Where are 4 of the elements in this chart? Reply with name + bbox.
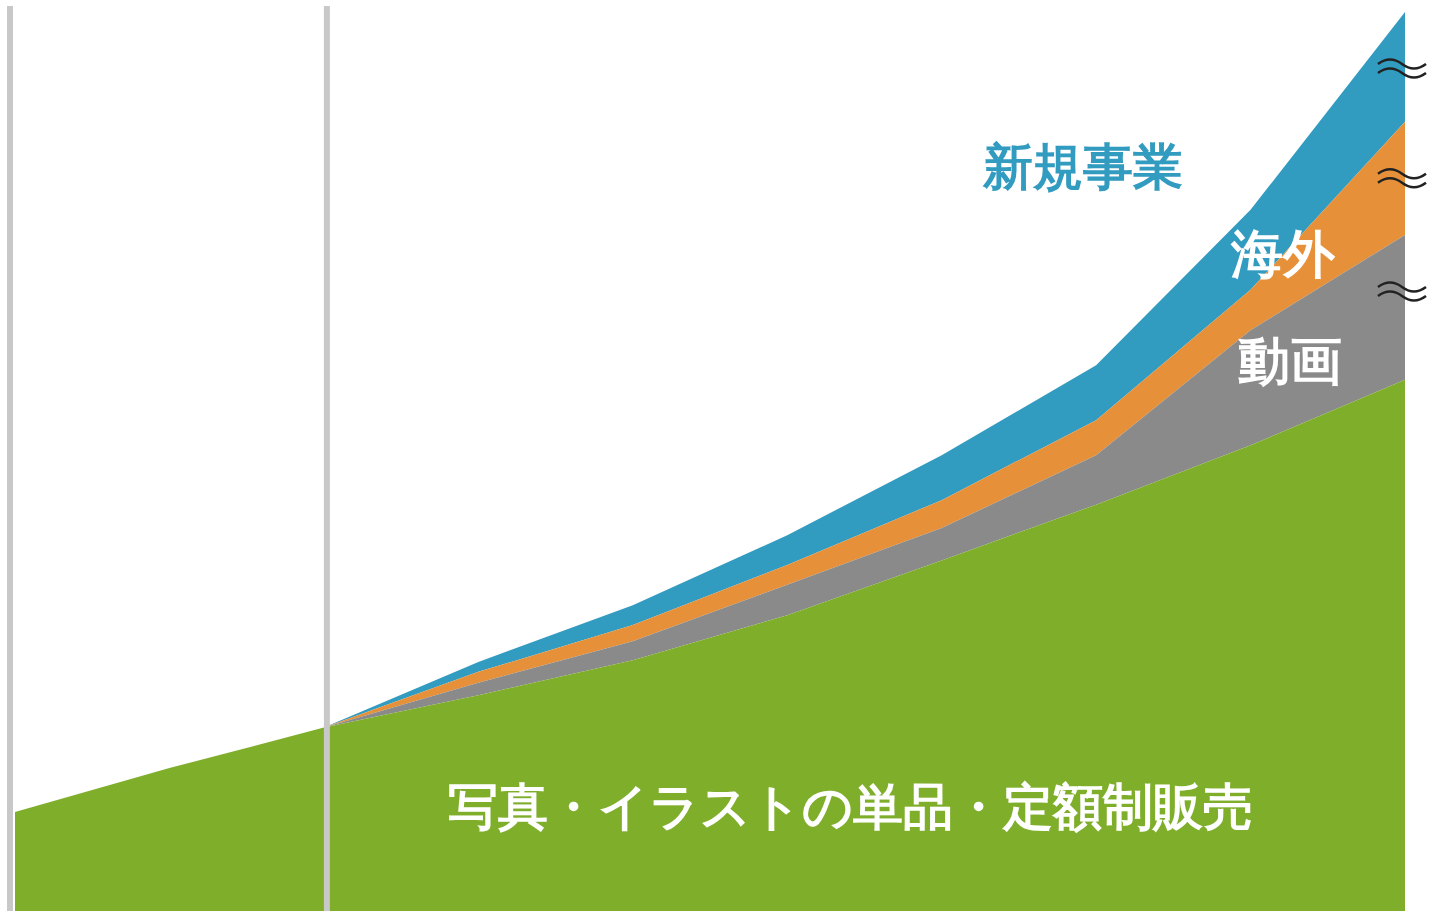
series-label: 新規事業: [982, 137, 1183, 196]
series-label: 動画: [1238, 331, 1342, 391]
series-label: 写真・イラストの単品・定額制販売: [447, 777, 1253, 836]
series-label: 海外: [1230, 224, 1336, 284]
